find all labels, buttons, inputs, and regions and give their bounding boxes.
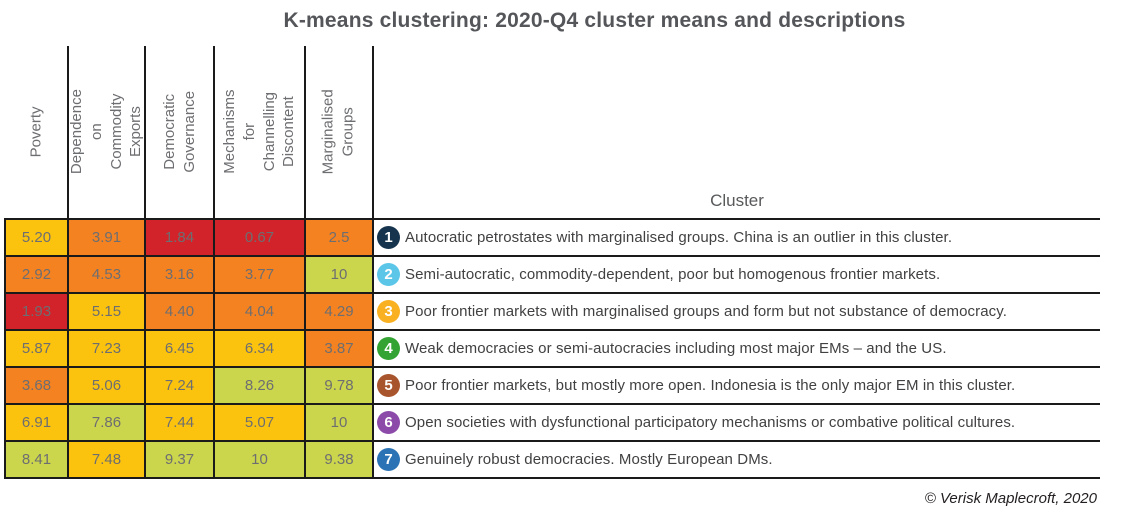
heatmap-cell: 7.23 (69, 331, 144, 366)
heatmap-cell: 0.67 (215, 220, 304, 255)
cluster-description-row: 1 Autocratic petrostates with marginalis… (374, 220, 1100, 255)
cluster-description-row: 3 Poor frontier markets with marginalise… (374, 294, 1100, 329)
column-header-cluster: Cluster (374, 46, 1100, 218)
column-header-label: Poverty (27, 106, 45, 158)
heatmap-cell: 10 (306, 405, 372, 440)
heatmap-cell: 4.40 (146, 294, 213, 329)
cluster-badge: 7 (377, 448, 400, 471)
cluster-description: Weak democracies or semi-autocracies inc… (405, 340, 947, 357)
heatmap-cell: 4.53 (69, 257, 144, 292)
cluster-badge: 4 (377, 337, 400, 360)
column-header-label: Democratic Governance (160, 91, 198, 173)
cluster-description: Semi-autocratic, commodity-dependent, po… (405, 266, 941, 283)
heatmap-cell: 7.44 (146, 405, 213, 440)
column-header-label: Mechanisms for Channelling Discontent (220, 89, 298, 175)
cluster-header-label: Cluster (710, 191, 764, 210)
heatmap-cell: 2.92 (6, 257, 67, 292)
column-header-democratic-governance: Democratic Governance (146, 46, 215, 218)
heatmap-cell: 3.87 (306, 331, 372, 366)
cluster-description: Poor frontier markets with marginalised … (405, 303, 1008, 320)
cluster-description-row: 2 Semi-autocratic, commodity-dependent, … (374, 257, 1100, 292)
heatmap-cell: 5.20 (6, 220, 67, 255)
heatmap-cell: 7.48 (69, 442, 144, 477)
column-header-row: Poverty Dependence on Commodity Exports … (4, 46, 1100, 218)
cluster-description-row: 7 Genuinely robust democracies. Mostly E… (374, 442, 1100, 477)
heatmap-cell: 5.06 (69, 368, 144, 403)
heatmap-cell: 4.04 (215, 294, 304, 329)
cluster-badge: 2 (377, 263, 400, 286)
heatmap-cell: 4.29 (306, 294, 372, 329)
cluster-description: Poor frontier markets, but mostly more o… (405, 377, 1016, 394)
heatmap-cell: 5.87 (6, 331, 67, 366)
cluster-badge: 6 (377, 411, 400, 434)
heatmap-cell: 7.86 (69, 405, 144, 440)
heatmap-cell: 8.26 (215, 368, 304, 403)
heatmap-cell: 8.41 (6, 442, 67, 477)
cluster-means-table: 5.20 3.91 1.84 0.67 2.5 1 Autocratic pet… (4, 218, 1100, 479)
column-header-poverty: Poverty (6, 46, 69, 218)
heatmap-cell: 3.68 (6, 368, 67, 403)
heatmap-cell: 5.07 (215, 405, 304, 440)
cluster-badge: 5 (377, 374, 400, 397)
cluster-badge: 3 (377, 300, 400, 323)
column-header-marginalised-groups: Marginalised Groups (306, 46, 374, 218)
cluster-description: Open societies with dysfunctional partic… (405, 414, 1016, 431)
page-title: K-means clustering: 2020-Q4 cluster mean… (283, 9, 906, 32)
heatmap-cell: 9.37 (146, 442, 213, 477)
heatmap-cell: 10 (306, 257, 372, 292)
heatmap-cell: 6.34 (215, 331, 304, 366)
cluster-description-row: 6 Open societies with dysfunctional part… (374, 405, 1100, 440)
cluster-description-row: 5 Poor frontier markets, but mostly more… (374, 368, 1100, 403)
column-header-label: Marginalised Groups (320, 89, 358, 175)
heatmap-cell: 3.77 (215, 257, 304, 292)
copyright-notice: © Verisk Maplecroft, 2020 (924, 490, 1097, 507)
heatmap-cell: 2.5 (306, 220, 372, 255)
heatmap-cell: 5.15 (69, 294, 144, 329)
heatmap-cell: 7.24 (146, 368, 213, 403)
column-header-channelling-discontent: Mechanisms for Channelling Discontent (215, 46, 306, 218)
heatmap-cell: 10 (215, 442, 304, 477)
cluster-description: Genuinely robust democracies. Mostly Eur… (405, 451, 773, 468)
column-header-commodity-exports: Dependence on Commodity Exports (67, 46, 146, 218)
heatmap-cell: 1.93 (6, 294, 67, 329)
heatmap-cell: 9.38 (306, 442, 372, 477)
column-header-label: Dependence on Commodity Exports (67, 89, 145, 175)
cluster-description-row: 4 Weak democracies or semi-autocracies i… (374, 331, 1100, 366)
heatmap-cell: 6.45 (146, 331, 213, 366)
heatmap-cell: 1.84 (146, 220, 213, 255)
cluster-description: Autocratic petrostates with marginalised… (405, 229, 953, 246)
heatmap-cell: 3.16 (146, 257, 213, 292)
cluster-badge: 1 (377, 226, 400, 249)
heatmap-cell: 3.91 (69, 220, 144, 255)
heatmap-cell: 9.78 (306, 368, 372, 403)
heatmap-cell: 6.91 (6, 405, 67, 440)
